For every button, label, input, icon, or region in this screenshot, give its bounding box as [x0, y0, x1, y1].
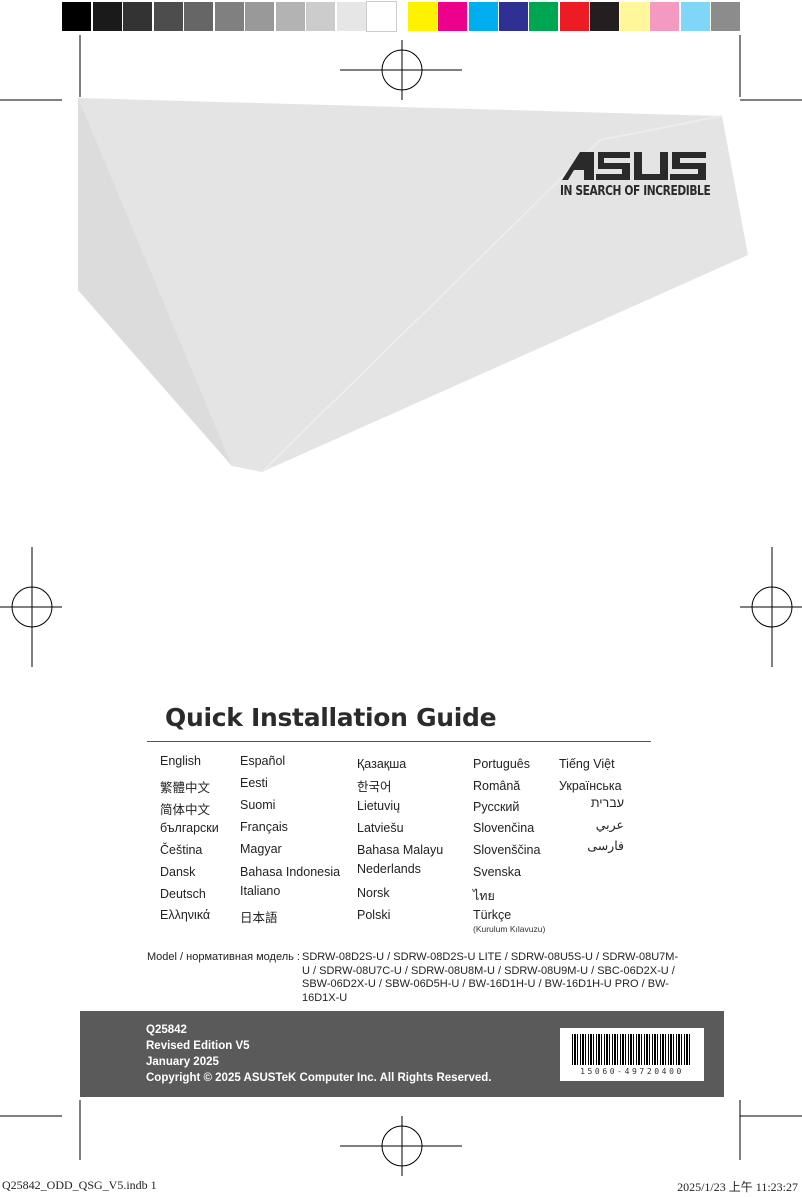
- color-swatch: [650, 2, 680, 31]
- color-swatch: [680, 2, 710, 31]
- color-swatch: [468, 2, 498, 31]
- color-swatch: [620, 2, 650, 31]
- language-item: Svenska: [473, 865, 521, 879]
- model-label: Model / нормативная модель :: [147, 951, 300, 963]
- color-swatch: [711, 2, 740, 31]
- turkce-note: (Kurulum Kılavuzu): [473, 924, 546, 934]
- title-divider: [147, 741, 651, 742]
- language-item: Deutsch: [160, 887, 206, 901]
- language-item: Türkçe: [473, 908, 512, 922]
- color-swatch: [529, 2, 559, 31]
- language-item: Bahasa Indonesia: [240, 865, 341, 879]
- color-swatch: [498, 2, 528, 31]
- slug-timestamp: 2025/1/23 上午 11:23:27: [677, 1180, 798, 1194]
- language-item: 日本語: [240, 911, 278, 925]
- language-item: Қазақша: [357, 757, 407, 771]
- color-swatch: [589, 2, 619, 31]
- language-item: Tiếng Việt: [559, 757, 615, 771]
- gray-swatch: [214, 2, 244, 31]
- barcode-bars: [572, 1034, 692, 1065]
- language-item: Italiano: [240, 884, 281, 898]
- language-item: Français: [240, 820, 288, 834]
- slug-filename: Q25842_ODD_QSG_V5.indb 1: [2, 1178, 157, 1192]
- color-swatch: [438, 2, 468, 31]
- footer-panel: Q25842 Revised Edition V5 January 2025 C…: [80, 1011, 724, 1097]
- color-swatch: [559, 2, 589, 31]
- gray-swatch: [153, 2, 183, 31]
- color-swatch: [408, 2, 437, 31]
- language-item: Lietuvių: [357, 799, 401, 813]
- gray-swatch: [306, 2, 335, 31]
- language-item: 繁體中文: [160, 781, 211, 795]
- language-item: Bahasa Malayu: [357, 843, 444, 857]
- copyright: Copyright © 2025 ASUSTeK Computer Inc. A…: [146, 1072, 492, 1084]
- gray-swatch: [62, 2, 91, 31]
- edition: Revised Edition V5: [146, 1040, 250, 1052]
- gray-swatch: [366, 1, 397, 32]
- date: January 2025: [146, 1056, 219, 1068]
- language-item: Русский: [473, 800, 520, 814]
- model-values: SDRW-08D2S-U / SDRW-08D2S-U LITE / SDRW-…: [302, 951, 679, 1004]
- language-item: Ελληνικά: [160, 908, 211, 922]
- language-item: Українська: [559, 779, 622, 793]
- barcode: 15060-49720400: [560, 1028, 704, 1081]
- language-item: عربي: [595, 818, 624, 832]
- language-item: Norsk: [357, 886, 390, 900]
- language-item: English: [160, 754, 201, 768]
- language-item: Slovenščina: [473, 843, 541, 857]
- language-item: Română: [473, 779, 521, 793]
- barcode-number: 15060-49720400: [580, 1067, 684, 1076]
- document-code: Q25842: [146, 1024, 187, 1036]
- gray-swatch: [92, 2, 122, 31]
- gray-swatch: [275, 2, 305, 31]
- product-shape: [78, 98, 748, 472]
- language-item: Nederlands: [357, 862, 421, 876]
- page-title: Quick Installation Guide: [165, 703, 497, 732]
- gray-swatch: [123, 2, 152, 31]
- gray-swatch: [245, 2, 274, 31]
- language-item: Português: [473, 757, 530, 771]
- language-item: Eesti: [240, 776, 268, 790]
- language-item: български: [160, 821, 219, 835]
- gray-swatch: [184, 2, 213, 31]
- asus-logo: [562, 152, 706, 180]
- language-item: ไทย: [473, 889, 495, 903]
- language-item: فارسی: [587, 839, 624, 853]
- language-item: Latviešu: [357, 821, 404, 835]
- language-item: Español: [240, 754, 286, 768]
- gray-swatch: [336, 2, 366, 31]
- language-item: 简体中文: [160, 803, 211, 817]
- language-item: Slovenčina: [473, 821, 535, 835]
- language-item: Dansk: [160, 865, 196, 879]
- brand-tagline: IN SEARCH OF INCREDIBLE: [560, 184, 711, 199]
- language-item: Čeština: [160, 843, 203, 857]
- language-item: Suomi: [240, 798, 276, 812]
- language-item: Polski: [357, 908, 391, 922]
- language-item: 한국어: [357, 780, 392, 794]
- language-item: Magyar: [240, 842, 282, 856]
- language-item: עברית: [590, 796, 624, 810]
